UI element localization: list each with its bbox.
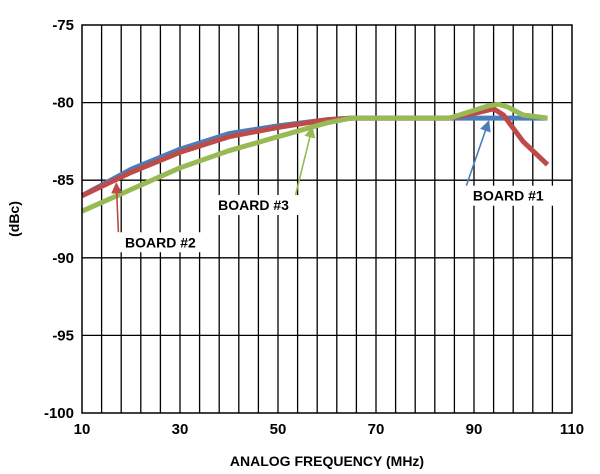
- x-tick-label: 50: [270, 421, 287, 438]
- x-tick-label: 90: [466, 421, 483, 438]
- y-tick-label: -75: [52, 17, 74, 34]
- grid: [82, 25, 572, 413]
- annotation-arrow: [111, 182, 123, 233]
- annotation-label-bg: [458, 185, 559, 206]
- annotation-label: BOARD #2: [125, 234, 196, 250]
- tick-labels: 10 30 50 70 90 110 -75 -80 -85 -90 -95 -100: [44, 17, 584, 438]
- y-tick-label: -90: [52, 250, 74, 267]
- x-axis-label: ANALOG FREQUENCY (MHz): [230, 453, 424, 469]
- y-tick-label: -85: [52, 172, 74, 189]
- series-line-1: [80, 115, 548, 198]
- x-tick-label: 10: [74, 421, 91, 438]
- annotation-arrow: [465, 120, 491, 186]
- y-tick-label: -80: [52, 95, 74, 112]
- annotations: BOARD #1 BOARD #2 BOARD #3: [110, 120, 559, 253]
- series-line-3: [80, 101, 548, 214]
- y-axis-label: (dBc): [6, 201, 22, 237]
- annotation-label: BOARD #1: [473, 188, 544, 204]
- annotation-label: BOARD #3: [218, 197, 289, 213]
- x-tick-label: 30: [172, 421, 189, 438]
- annotation-arrow: [294, 126, 316, 196]
- plot-frame: [81, 24, 573, 414]
- y-tick-label: -100: [44, 405, 74, 422]
- annotation-label-bg: [203, 195, 304, 216]
- series-lines: [80, 101, 550, 214]
- x-tick-label: 110: [560, 421, 584, 438]
- annotation-label-bg: [110, 232, 211, 253]
- x-tick-label: 70: [368, 421, 385, 438]
- y-tick-label: -95: [52, 327, 74, 344]
